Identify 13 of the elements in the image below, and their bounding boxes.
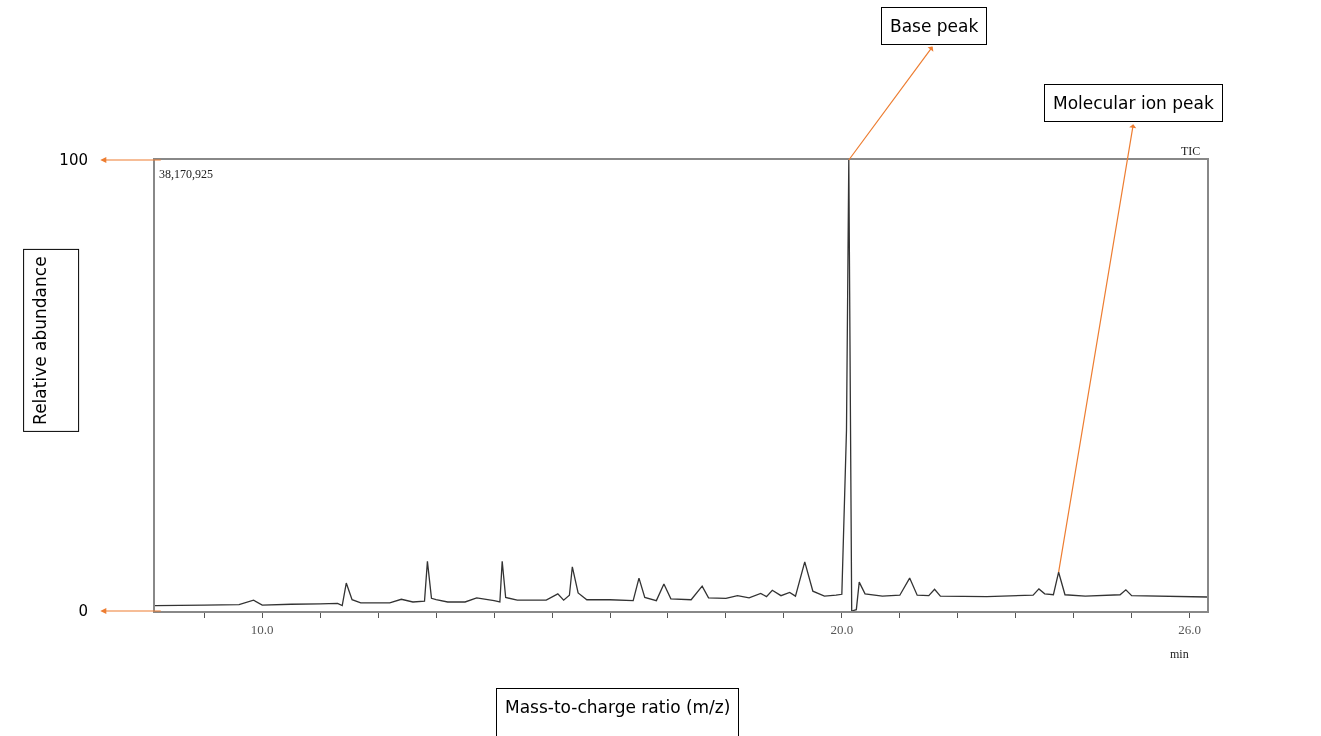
line-series (155, 160, 1207, 611)
annotation: Molecular ion peak (1053, 93, 1214, 113)
x-axis-title: Mass-to-charge ratio (m/z) (505, 697, 731, 717)
y-tick-label: 100 (59, 151, 88, 170)
annotation: Base peak (890, 16, 979, 36)
text: min (1170, 647, 1189, 661)
text: TIC (1181, 144, 1201, 158)
annotation: 38,170,925 (159, 167, 213, 181)
x-tick-label: 20.0 (830, 621, 854, 637)
x-tick-label: 10.0 (250, 621, 274, 637)
y-axis-title: Relative abundance (30, 256, 51, 425)
x-tick-label: 26.0 (1178, 621, 1201, 637)
y-tick-label: 0 (78, 602, 88, 621)
